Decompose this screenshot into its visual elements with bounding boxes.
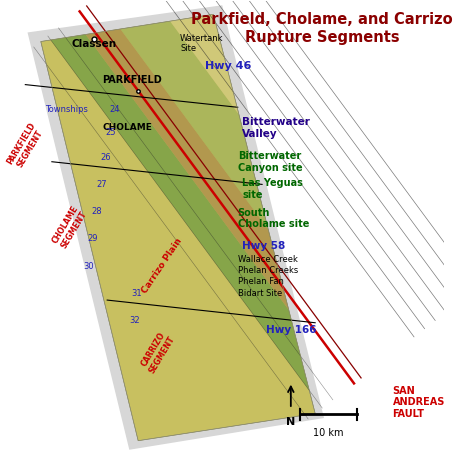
Text: Phelan Creeks: Phelan Creeks (238, 266, 298, 275)
Text: 31: 31 (131, 289, 142, 298)
Text: 25: 25 (105, 128, 116, 137)
Polygon shape (41, 14, 315, 441)
Text: 30: 30 (83, 262, 93, 271)
Text: Rupture Segments: Rupture Segments (245, 30, 399, 45)
Text: Bitterwater
Canyon site: Bitterwater Canyon site (238, 151, 302, 172)
Text: Bitterwater
Valley: Bitterwater Valley (242, 117, 310, 138)
Text: Hwy 166: Hwy 166 (266, 324, 317, 334)
Text: Townships: Townships (45, 105, 88, 114)
Text: Parkfield, Cholame, and Carrizo: Parkfield, Cholame, and Carrizo (191, 12, 453, 27)
Text: PARKFIELD
SEGMENT: PARKFIELD SEGMENT (5, 121, 46, 171)
Text: CHOLAME: CHOLAME (102, 123, 152, 132)
Text: 32: 32 (129, 316, 140, 325)
Text: 26: 26 (100, 153, 111, 162)
Text: Hwy 46: Hwy 46 (205, 61, 251, 71)
Text: Hwy 58: Hwy 58 (242, 241, 285, 251)
Text: 10 km: 10 km (313, 428, 344, 438)
Text: Carrizo Plain: Carrizo Plain (141, 237, 184, 295)
Polygon shape (27, 5, 324, 450)
Text: SAN
ANDREAS
FAULT: SAN ANDREAS FAULT (392, 385, 445, 419)
Text: Wallace Creek: Wallace Creek (238, 255, 298, 264)
Polygon shape (48, 17, 347, 408)
Text: PARKFIELD: PARKFIELD (101, 75, 162, 85)
Text: N: N (286, 417, 295, 427)
Text: Watertank
Site: Watertank Site (180, 34, 224, 54)
Text: Las Yeguas
site: Las Yeguas site (242, 178, 303, 200)
Polygon shape (73, 0, 372, 389)
Text: 27: 27 (96, 180, 107, 189)
Text: South
Cholame site: South Cholame site (238, 207, 309, 229)
Text: CARRIZO
SEGMENT: CARRIZO SEGMENT (139, 329, 177, 375)
Text: 29: 29 (87, 234, 98, 243)
Polygon shape (133, 0, 474, 342)
Polygon shape (97, 0, 407, 370)
Text: Classen: Classen (72, 39, 117, 49)
Text: 28: 28 (91, 207, 102, 216)
Text: Phelan Fan: Phelan Fan (238, 278, 283, 287)
Text: 24: 24 (109, 105, 120, 114)
Text: Bidart Site: Bidart Site (238, 289, 282, 298)
Text: CHOLAME
SEGMENT: CHOLAME SEGMENT (50, 204, 89, 251)
